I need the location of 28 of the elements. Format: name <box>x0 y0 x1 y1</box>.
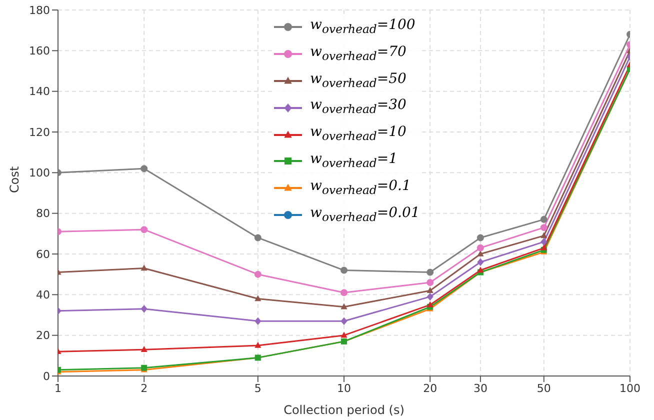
legend-label: w$_{overhead}$=100 <box>310 16 416 38</box>
y-tick-label: 100 <box>29 166 50 180</box>
legend-label: w$_{overhead}$=70 <box>310 42 406 65</box>
x-tick-label: 10 <box>337 382 351 395</box>
x-tick-label: 5 <box>254 382 262 395</box>
legend-label: w$_{overhead}$=50 <box>310 70 406 92</box>
y-axis-title: Cost <box>7 166 22 193</box>
y-tick-label: 60 <box>36 248 50 261</box>
legend-label: w$_{overhead}$=30 <box>310 96 406 118</box>
x-tick-label: 100 <box>620 382 640 395</box>
y-tick-label: 40 <box>36 288 50 302</box>
legend-label: w$_{overhead}$=1 <box>310 150 398 172</box>
x-tick-label: 50 <box>536 382 551 395</box>
y-tick-label: 120 <box>29 126 50 139</box>
y-tick-label: 180 <box>29 4 50 17</box>
legend-label: w$_{overhead}$=10 <box>310 123 406 145</box>
y-tick-label: 160 <box>29 44 50 58</box>
y-tick-label: 140 <box>29 85 50 98</box>
y-tick-label: 20 <box>36 329 50 342</box>
y-tick-label: 80 <box>36 207 50 220</box>
x-tick-label: 1 <box>54 382 62 395</box>
x-tick-label: 2 <box>140 382 148 395</box>
legend-label: w$_{overhead}$=0.01 <box>310 204 420 226</box>
legend-label: w$_{overhead}$=0.1 <box>310 176 411 199</box>
x-tick-label: 30 <box>473 382 488 395</box>
y-tick-label: 0 <box>43 370 50 383</box>
x-tick-label: 20 <box>423 382 438 395</box>
x-axis-title: Collection period (s) <box>284 403 404 417</box>
